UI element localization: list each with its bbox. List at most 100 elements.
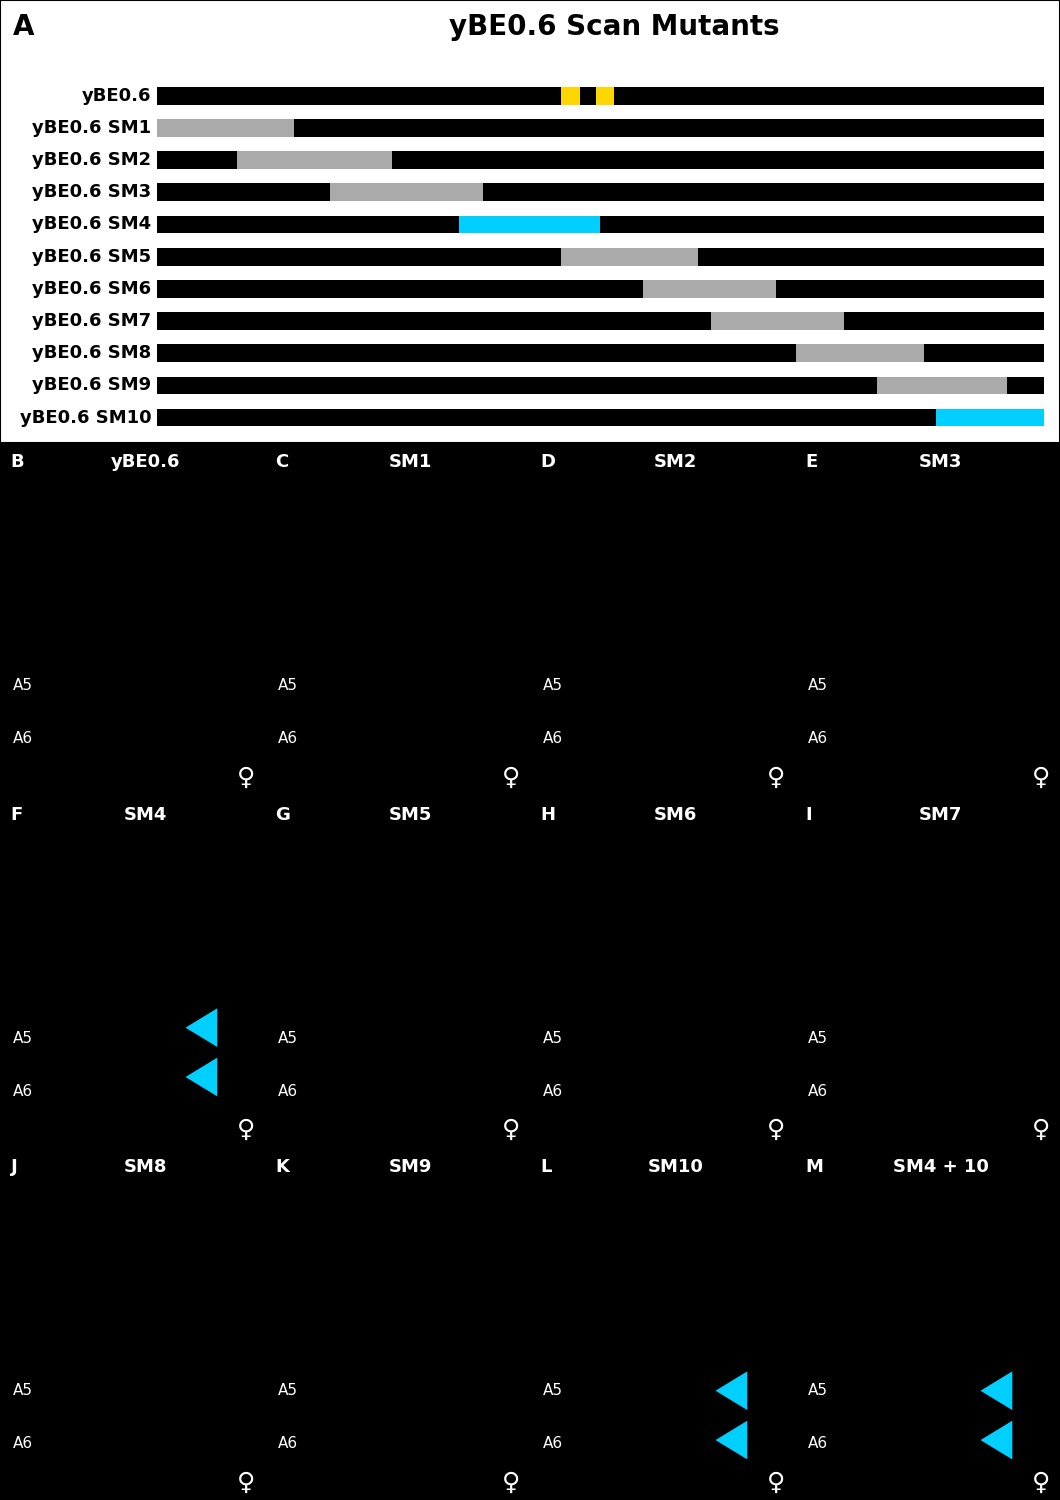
Bar [157, 118, 295, 136]
Text: ♀: ♀ [502, 765, 520, 789]
Bar [157, 345, 1044, 362]
Bar [330, 183, 483, 201]
Bar [157, 312, 1044, 330]
Text: I: I [806, 806, 812, 824]
Text: A6: A6 [543, 1436, 563, 1450]
Text: A6: A6 [13, 1083, 33, 1098]
Polygon shape [716, 1420, 747, 1460]
Text: yBE0.6 SM8: yBE0.6 SM8 [32, 344, 152, 362]
Text: yBE0.6 SM7: yBE0.6 SM7 [33, 312, 152, 330]
Text: yBE0.6 SM4: yBE0.6 SM4 [33, 216, 152, 234]
Text: A6: A6 [13, 1436, 33, 1450]
Text: E: E [806, 453, 818, 471]
Bar [157, 408, 1044, 426]
Text: F: F [11, 806, 23, 824]
Text: SM3: SM3 [919, 453, 962, 471]
Bar [157, 183, 1044, 201]
Text: SM5: SM5 [389, 806, 432, 824]
Text: H: H [541, 806, 555, 824]
Text: SM4: SM4 [124, 806, 167, 824]
Text: SM9: SM9 [389, 1158, 432, 1176]
Bar [596, 87, 614, 105]
Bar [157, 216, 1044, 234]
Text: yBE0.6: yBE0.6 [82, 87, 152, 105]
Polygon shape [716, 1371, 747, 1410]
Text: yBE0.6 SM10: yBE0.6 SM10 [20, 408, 152, 426]
Text: K: K [276, 1158, 289, 1176]
Text: J: J [11, 1158, 17, 1176]
Text: A6: A6 [278, 1083, 298, 1098]
Text: A5: A5 [278, 1383, 298, 1398]
Bar [157, 376, 1044, 394]
Bar [561, 248, 699, 266]
Text: A: A [13, 13, 34, 42]
Polygon shape [980, 1371, 1012, 1410]
Text: L: L [541, 1158, 552, 1176]
Text: SM1: SM1 [389, 453, 432, 471]
Text: ♀: ♀ [502, 1470, 520, 1494]
Text: A6: A6 [543, 730, 563, 746]
Polygon shape [186, 1008, 217, 1047]
Text: yBE0.6 SM6: yBE0.6 SM6 [33, 280, 152, 298]
Text: ♀: ♀ [502, 1118, 520, 1142]
Text: A5: A5 [808, 1030, 828, 1045]
Text: ♀: ♀ [1032, 1470, 1050, 1494]
Text: SM7: SM7 [919, 806, 962, 824]
Text: A5: A5 [278, 678, 298, 693]
Bar [711, 312, 845, 330]
Text: ♀: ♀ [237, 1470, 255, 1494]
Text: SM10: SM10 [648, 1158, 704, 1176]
Text: A6: A6 [808, 730, 828, 746]
Text: yBE0.6 SM9: yBE0.6 SM9 [33, 376, 152, 394]
Text: A6: A6 [543, 1083, 563, 1098]
Bar [157, 152, 1044, 170]
Text: A5: A5 [808, 1383, 828, 1398]
Text: D: D [541, 453, 555, 471]
Text: M: M [806, 1158, 824, 1176]
Text: B: B [11, 453, 24, 471]
Text: yBE0.6 Scan Mutants: yBE0.6 Scan Mutants [449, 13, 780, 42]
Bar [157, 280, 1044, 297]
Text: A5: A5 [13, 1383, 33, 1398]
Text: ♀: ♀ [767, 1470, 785, 1494]
Text: yBE0.6 SM1: yBE0.6 SM1 [33, 118, 152, 136]
Text: A6: A6 [808, 1083, 828, 1098]
Text: A6: A6 [278, 1436, 298, 1450]
Text: C: C [276, 453, 288, 471]
Polygon shape [186, 1058, 217, 1096]
Text: A5: A5 [278, 1030, 298, 1045]
Bar [936, 408, 1044, 426]
Bar [157, 248, 1044, 266]
Text: A5: A5 [543, 1030, 563, 1045]
Text: G: G [276, 806, 290, 824]
Text: yBE0.6: yBE0.6 [111, 453, 180, 471]
Text: yBE0.6 SM3: yBE0.6 SM3 [33, 183, 152, 201]
Bar [157, 118, 1044, 136]
Bar [561, 87, 580, 105]
Text: ♀: ♀ [1032, 765, 1050, 789]
Text: yBE0.6 SM5: yBE0.6 SM5 [33, 248, 152, 266]
Text: SM6: SM6 [654, 806, 697, 824]
Text: A5: A5 [543, 678, 563, 693]
Text: A6: A6 [278, 730, 298, 746]
Text: ♀: ♀ [237, 765, 255, 789]
Polygon shape [980, 1420, 1012, 1460]
Text: ♀: ♀ [767, 1118, 785, 1142]
Bar [157, 87, 1044, 105]
Bar [459, 216, 600, 234]
Text: ♀: ♀ [1032, 1118, 1050, 1142]
Text: yBE0.6 SM2: yBE0.6 SM2 [33, 152, 152, 170]
Text: A5: A5 [808, 678, 828, 693]
Text: A5: A5 [13, 678, 33, 693]
Text: A5: A5 [13, 1030, 33, 1045]
Text: ♀: ♀ [237, 1118, 255, 1142]
Bar [643, 280, 776, 297]
Text: ♀: ♀ [767, 765, 785, 789]
Bar [878, 376, 1007, 394]
Bar [796, 345, 924, 362]
Text: SM8: SM8 [124, 1158, 167, 1176]
Text: A5: A5 [543, 1383, 563, 1398]
Text: A6: A6 [13, 730, 33, 746]
Text: SM4 + 10: SM4 + 10 [893, 1158, 989, 1176]
Text: A6: A6 [808, 1436, 828, 1450]
